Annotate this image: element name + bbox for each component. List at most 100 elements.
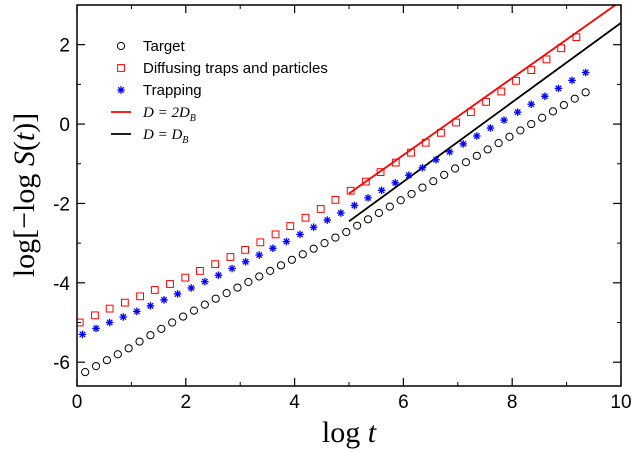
- data-point-s1: [146, 331, 155, 340]
- data-point-s3: [527, 100, 536, 109]
- data-point-s1: [266, 266, 275, 276]
- data-point-s1: [429, 177, 438, 186]
- y-axis-label-part3: )]: [8, 113, 41, 133]
- data-point-s1: [113, 350, 122, 359]
- fit-line-1: [348, 5, 617, 195]
- data-point-s1: [135, 337, 144, 346]
- data-point-s3: [78, 330, 87, 339]
- x-axis-label-var: t: [368, 416, 377, 449]
- data-point-s2: [105, 304, 114, 313]
- data-point-s1: [570, 94, 579, 103]
- data-point-s3: [364, 194, 372, 202]
- plot-area: [77, 5, 621, 377]
- data-point-s1: [81, 368, 90, 377]
- legend-marker: [116, 41, 126, 51]
- data-point-s2: [466, 108, 475, 117]
- data-point-s3: [337, 209, 345, 217]
- data-point-s1: [276, 261, 286, 270]
- x-tick-label: 2: [181, 392, 192, 413]
- y-axis-label: log[−log S(t)]: [8, 113, 41, 277]
- legend-marker: [117, 86, 125, 94]
- data-point-s2: [256, 238, 265, 247]
- data-point-s1: [527, 119, 536, 129]
- data-point-s2: [136, 292, 145, 301]
- data-point-s3: [459, 140, 468, 148]
- y-axis-label-part2: (: [8, 141, 41, 151]
- fit-line-2: [348, 22, 621, 223]
- data-point-s1: [168, 318, 177, 327]
- data-point-s1: [287, 255, 296, 264]
- data-point-s2: [391, 158, 400, 167]
- data-point-s1: [298, 250, 307, 259]
- data-point-s3: [405, 171, 413, 180]
- data-point-s3: [418, 163, 427, 172]
- data-point-s1: [418, 183, 427, 192]
- legend-label: D = 2DB: [142, 105, 196, 124]
- data-point-s2: [301, 213, 310, 222]
- data-point-s1: [494, 139, 503, 148]
- data-point-s2: [542, 55, 551, 64]
- data-point-s3: [391, 179, 400, 187]
- x-tick-label: 6: [398, 392, 409, 413]
- data-point-s2: [497, 87, 506, 96]
- data-point-s3: [486, 124, 495, 132]
- data-point-s3: [445, 148, 454, 156]
- data-point-s3: [432, 155, 440, 164]
- data-point-s3: [350, 201, 359, 210]
- y-tick-label: -4: [53, 274, 70, 295]
- legend: Target Diffusing traps and particles Trapp…: [111, 38, 328, 146]
- x-tick-label: 4: [289, 392, 300, 413]
- x-tick-label: 0: [72, 392, 83, 413]
- data-point-s2: [572, 33, 581, 42]
- data-point-s3: [513, 108, 522, 116]
- data-point-s2: [181, 273, 190, 282]
- data-point-s1: [342, 227, 351, 237]
- data-point-s2: [241, 245, 249, 254]
- data-point-s3: [377, 186, 386, 195]
- legend-label: Target: [143, 38, 186, 55]
- data-point-s1: [91, 362, 101, 371]
- data-point-s2: [77, 318, 84, 327]
- data-point-s1: [189, 306, 199, 315]
- data-point-s3: [133, 307, 141, 316]
- data-point-s3: [173, 290, 182, 298]
- data-point-s2: [346, 186, 355, 195]
- data-point-s1: [407, 189, 416, 199]
- data-point-s1: [472, 151, 481, 160]
- y-axis-label-part1: log[−log: [8, 166, 41, 277]
- data-point-s2: [286, 222, 295, 230]
- data-point-s3: [581, 68, 590, 77]
- legend-label: Trapping: [143, 82, 202, 99]
- data-point-s1: [353, 221, 362, 230]
- data-point-s3: [105, 318, 114, 327]
- data-point-s1: [363, 215, 373, 224]
- data-point-s2: [331, 195, 340, 204]
- data-point-s3: [214, 271, 223, 280]
- data-point-s3: [568, 76, 576, 85]
- data-point-s3: [323, 216, 332, 224]
- data-point-s2: [512, 76, 520, 85]
- data-point-s3: [296, 230, 304, 239]
- data-point-s3: [269, 244, 277, 253]
- data-point-s3: [187, 284, 196, 292]
- data-point-s2: [271, 230, 280, 239]
- y-tick-label: -2: [53, 194, 70, 215]
- y-axis-label-var2: t: [8, 132, 41, 141]
- data-point-s1: [559, 100, 568, 110]
- data-point-s3: [241, 257, 250, 266]
- data-point-s1: [505, 132, 514, 141]
- x-axis-label-log: log: [322, 416, 368, 449]
- data-point-s2: [421, 138, 430, 147]
- data-point-s1: [309, 244, 318, 253]
- data-point-s1: [581, 88, 590, 97]
- data-point-s2: [407, 148, 415, 157]
- x-tick-label: 8: [507, 392, 518, 413]
- data-point-s2: [150, 286, 159, 294]
- axis-ticks: [76, 4, 622, 386]
- data-point-s2: [557, 44, 566, 53]
- data-point-s3: [146, 302, 155, 310]
- x-axis-label: log t: [322, 416, 377, 449]
- data-point-s1: [461, 158, 471, 167]
- data-point-s1: [548, 107, 558, 116]
